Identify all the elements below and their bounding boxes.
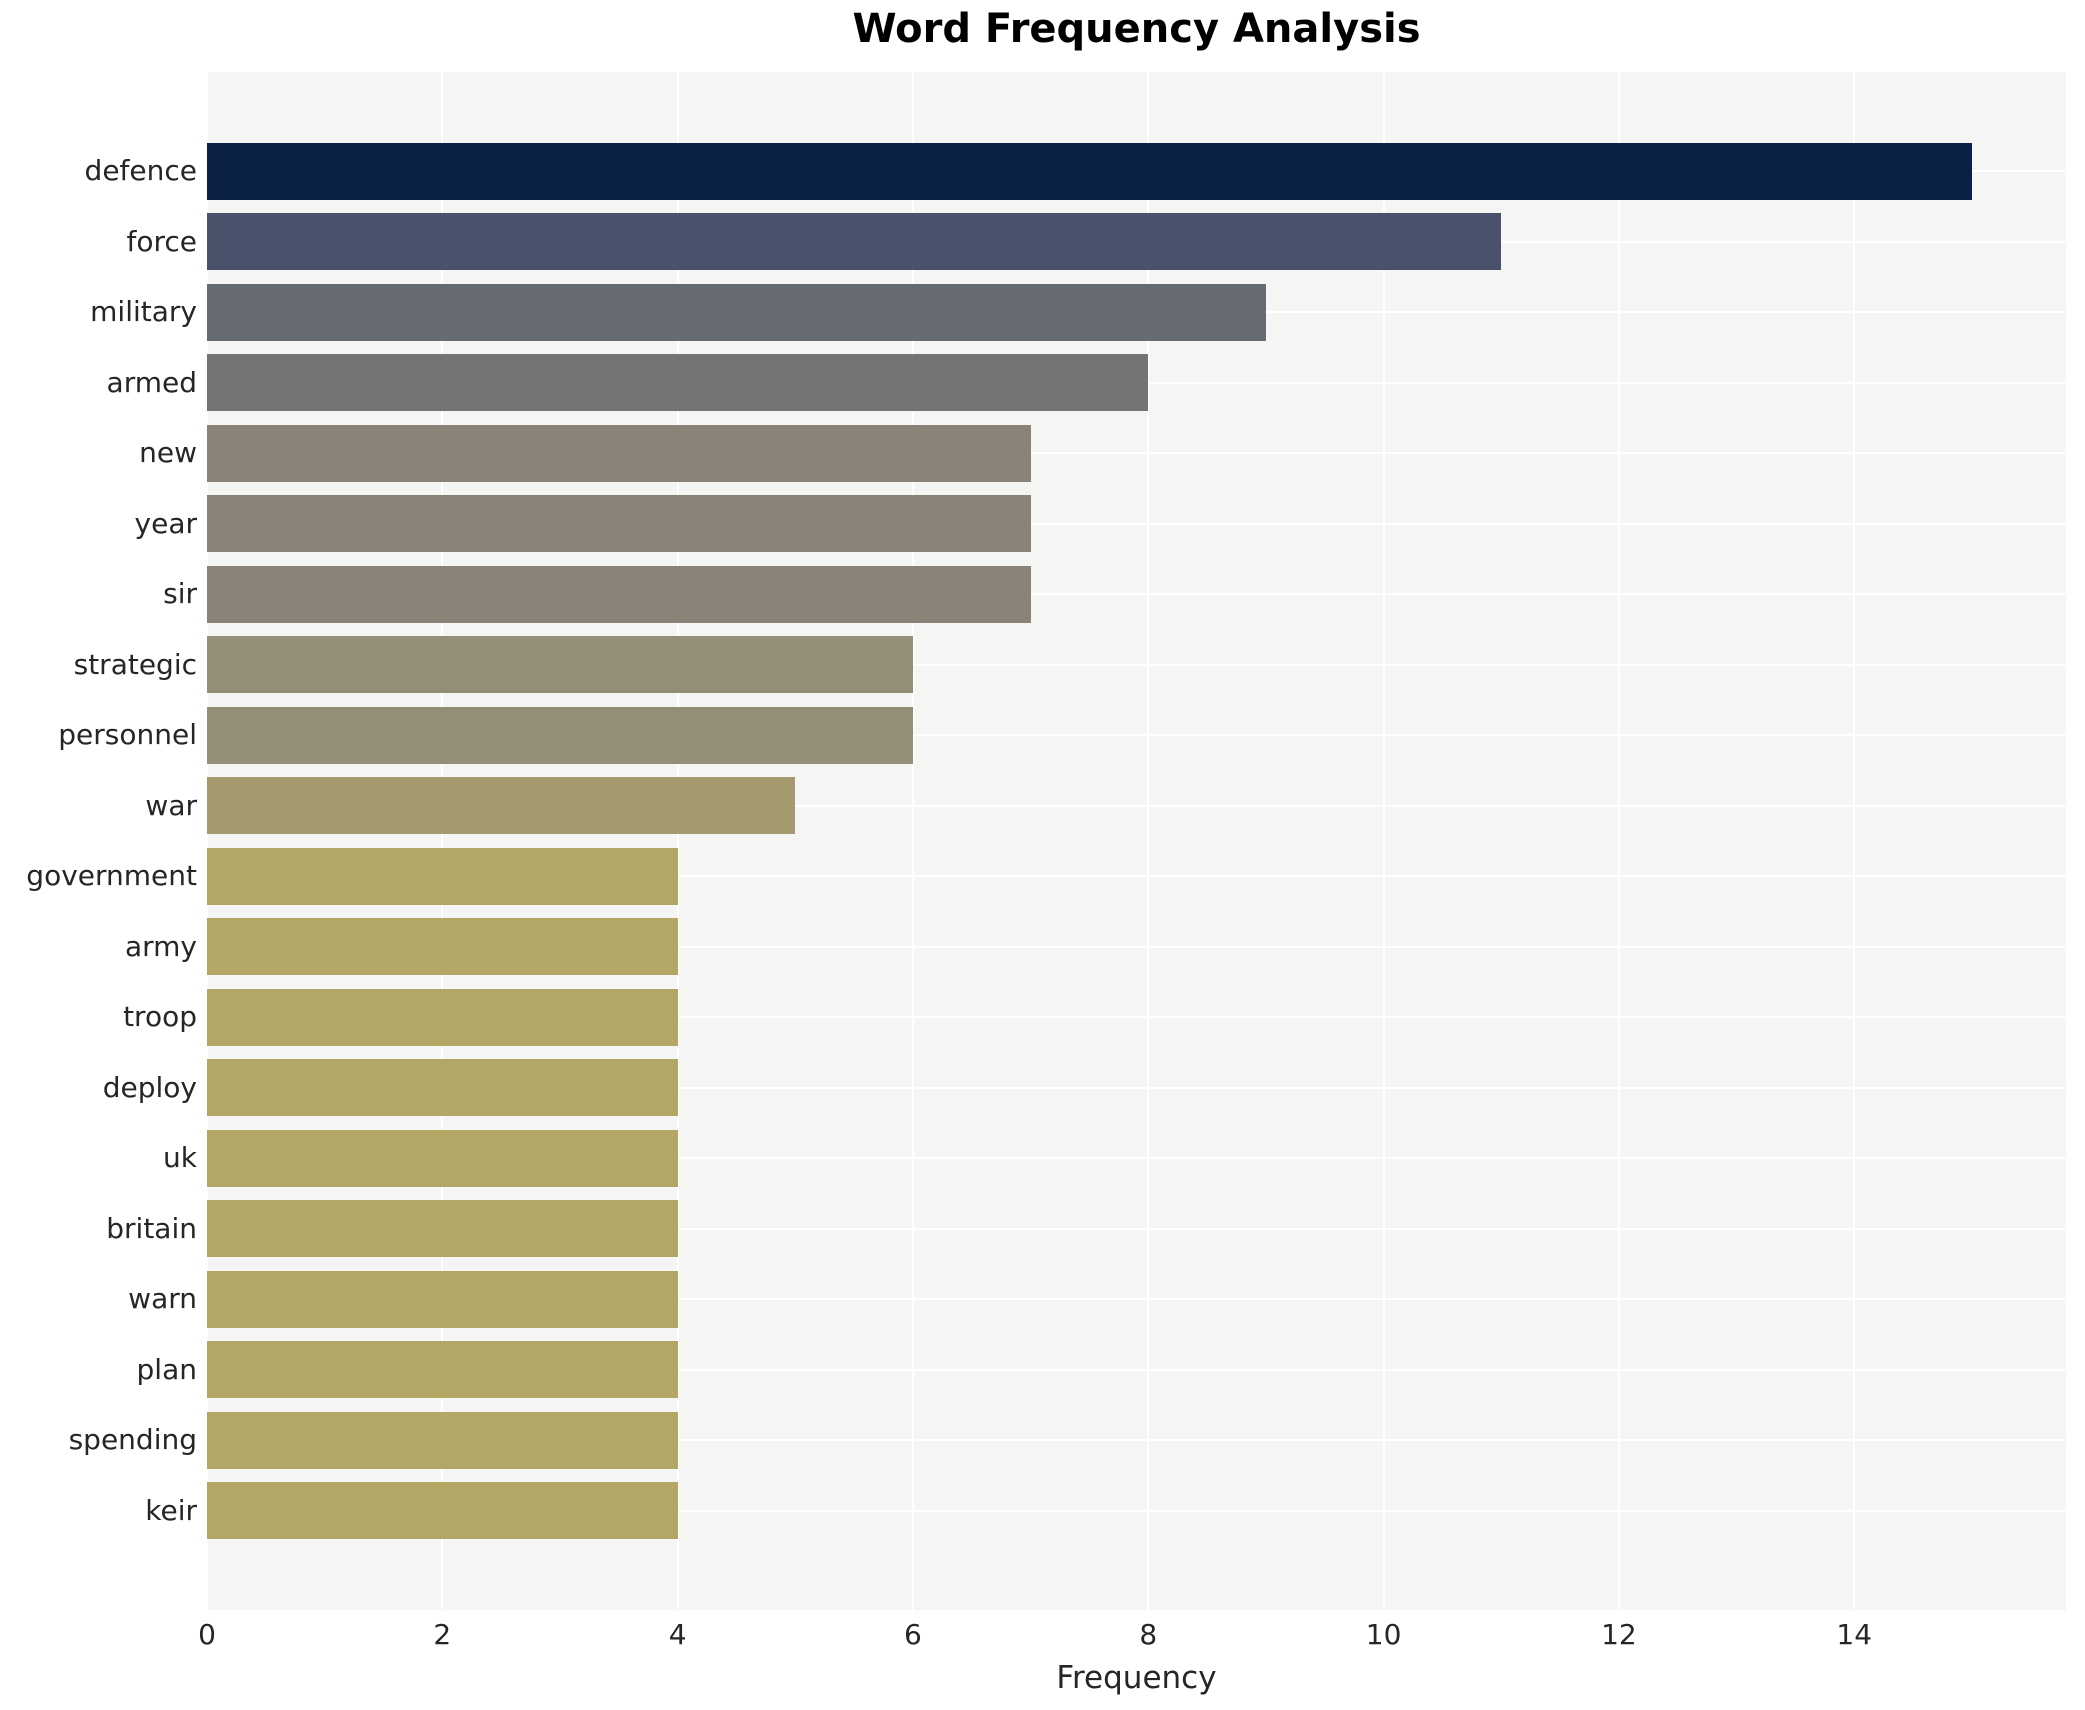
bar-force xyxy=(207,213,1502,270)
y-gridline xyxy=(207,1368,2066,1371)
x-tick-label-6: 6 xyxy=(904,1618,922,1651)
y-tick-label-spending: spending xyxy=(68,1423,197,1456)
bar-army xyxy=(207,918,678,975)
x-gridline xyxy=(1617,72,1620,1610)
x-tick-label-10: 10 xyxy=(1365,1618,1402,1651)
y-gridline xyxy=(207,1439,2066,1441)
y-tick-label-strategic: strategic xyxy=(73,647,197,681)
bar-war xyxy=(207,777,796,834)
bar-keir xyxy=(207,1482,678,1539)
bar-sir xyxy=(207,565,1031,623)
y-gridline xyxy=(207,1509,2066,1512)
y-tick-label-force: force xyxy=(126,224,197,258)
y-gridline xyxy=(207,1227,2066,1230)
y-tick-label-keir: keir xyxy=(145,1493,197,1527)
x-gridline xyxy=(441,72,444,1610)
bar-strategic xyxy=(207,636,913,693)
bar-military xyxy=(207,283,1266,341)
bar-defence xyxy=(207,142,1972,200)
bar-deploy xyxy=(207,1059,678,1116)
x-gridline xyxy=(911,72,914,1610)
y-tick-label-military: military xyxy=(90,295,197,328)
y-gridline xyxy=(207,593,2066,595)
y-tick-label-war: war xyxy=(145,788,197,822)
y-tick-label-deploy: deploy xyxy=(102,1070,197,1104)
x-gridline xyxy=(1382,72,1385,1610)
bar-government xyxy=(207,847,678,905)
y-gridline xyxy=(207,522,2066,525)
y-tick-label-new: new xyxy=(139,436,197,469)
y-tick-label-army: army xyxy=(124,929,197,963)
chart-title: Word Frequency Analysis xyxy=(852,6,1421,52)
x-gridline xyxy=(206,72,208,1610)
y-gridline xyxy=(207,1298,2066,1300)
x-tick-label-12: 12 xyxy=(1601,1618,1637,1651)
x-tick-label-0: 0 xyxy=(198,1618,216,1651)
x-axis-label: Frequency xyxy=(1056,1660,1217,1696)
x-tick-label-2: 2 xyxy=(433,1618,452,1651)
x-gridline xyxy=(1147,72,1150,1610)
y-gridline xyxy=(207,452,2066,454)
bar-troop xyxy=(207,988,678,1046)
bar-warn xyxy=(207,1270,678,1328)
y-tick-label-sir: sir xyxy=(163,577,197,610)
bar-britain xyxy=(207,1200,678,1257)
x-tick-label-8: 8 xyxy=(1139,1618,1158,1651)
y-tick-label-plan: plan xyxy=(136,1352,197,1386)
y-tick-label-defence: defence xyxy=(84,154,197,187)
y-gridline xyxy=(207,734,2066,736)
bar-plan xyxy=(207,1341,678,1398)
y-gridline xyxy=(207,804,2066,807)
bar-armed xyxy=(207,354,1149,411)
bar-personnel xyxy=(207,706,913,764)
x-gridline xyxy=(676,72,679,1610)
y-tick-label-government: government xyxy=(26,859,197,892)
y-tick-label-armed: armed xyxy=(106,365,197,399)
bar-year xyxy=(207,495,1031,552)
y-tick-label-troop: troop xyxy=(123,1000,197,1033)
y-tick-label-personnel: personnel xyxy=(58,718,197,751)
y-tick-label-britain: britain xyxy=(106,1211,197,1245)
y-gridline xyxy=(207,1086,2066,1089)
y-gridline xyxy=(207,875,2066,877)
x-tick-label-4: 4 xyxy=(668,1618,687,1651)
y-tick-label-uk: uk xyxy=(163,1141,197,1174)
y-gridline xyxy=(207,663,2066,666)
y-gridline xyxy=(207,945,2066,948)
y-tick-label-year: year xyxy=(134,506,197,540)
y-gridline xyxy=(207,1016,2066,1018)
bar-uk xyxy=(207,1129,678,1187)
x-tick-label-14: 14 xyxy=(1836,1618,1873,1651)
x-gridline xyxy=(1853,72,1856,1610)
plot-area xyxy=(206,72,2066,1610)
y-tick-label-warn: warn xyxy=(128,1282,197,1315)
bar-new xyxy=(207,424,1031,482)
y-gridline xyxy=(207,1157,2066,1159)
bar-spending xyxy=(207,1411,678,1469)
